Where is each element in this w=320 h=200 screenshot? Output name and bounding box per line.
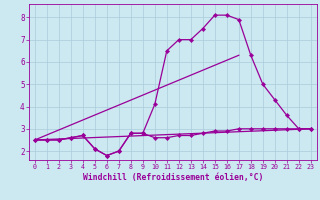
X-axis label: Windchill (Refroidissement éolien,°C): Windchill (Refroidissement éolien,°C) — [83, 173, 263, 182]
